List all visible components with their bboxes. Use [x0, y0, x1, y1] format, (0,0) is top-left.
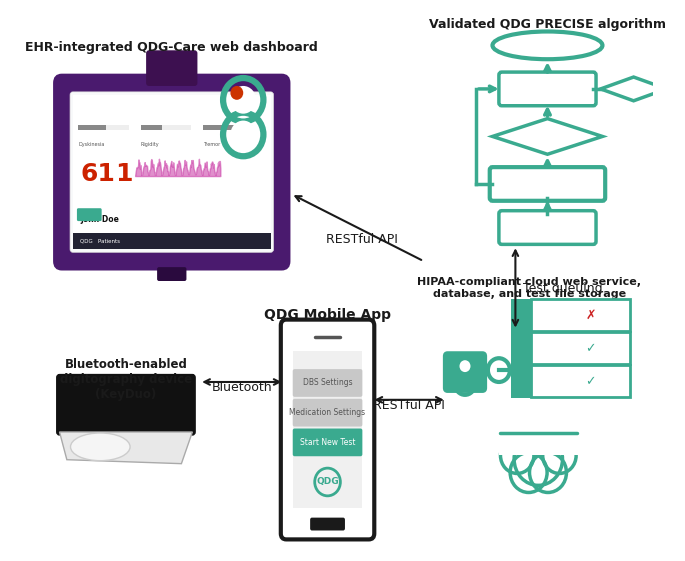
Text: QDG Mobile App: QDG Mobile App: [264, 308, 391, 321]
Text: QDG   Patients: QDG Patients: [80, 239, 120, 244]
Bar: [531, 332, 630, 364]
FancyBboxPatch shape: [310, 518, 345, 531]
Text: EHR-integrated QDG-Care web dashboard: EHR-integrated QDG-Care web dashboard: [25, 42, 318, 54]
Text: John Doe: John Doe: [80, 215, 119, 224]
Text: DBS Settings: DBS Settings: [303, 379, 352, 388]
Polygon shape: [493, 118, 602, 154]
FancyBboxPatch shape: [146, 50, 197, 86]
Text: 26/26: 26/26: [82, 203, 97, 207]
Circle shape: [230, 121, 256, 148]
Bar: [531, 299, 630, 331]
Bar: [531, 365, 630, 397]
FancyBboxPatch shape: [157, 267, 186, 281]
Text: Test queuing: Test queuing: [523, 282, 602, 296]
Text: RESTful API: RESTful API: [373, 399, 445, 412]
Text: 1: 1: [115, 162, 132, 186]
Text: Bluetooth: Bluetooth: [212, 381, 272, 394]
Polygon shape: [601, 77, 667, 101]
Ellipse shape: [493, 31, 602, 59]
FancyBboxPatch shape: [57, 375, 195, 435]
FancyBboxPatch shape: [281, 320, 374, 540]
FancyBboxPatch shape: [499, 211, 596, 245]
Text: 61: 61: [80, 162, 115, 186]
Circle shape: [230, 86, 256, 114]
Circle shape: [501, 438, 534, 473]
Polygon shape: [60, 432, 192, 464]
Bar: [78, 125, 106, 130]
Text: Medication Settings: Medication Settings: [290, 408, 366, 417]
Circle shape: [543, 438, 576, 473]
Text: HIPAA-compliant cloud web service,
database, and test file storage: HIPAA-compliant cloud web service, datab…: [417, 277, 641, 298]
Bar: [203, 125, 247, 130]
Bar: [140, 125, 191, 130]
Circle shape: [230, 86, 243, 100]
Bar: [140, 125, 162, 130]
Circle shape: [460, 360, 471, 372]
Bar: [511, 299, 531, 398]
Circle shape: [510, 453, 547, 493]
FancyBboxPatch shape: [490, 167, 605, 201]
Text: Start New Test: Start New Test: [300, 438, 356, 447]
Circle shape: [514, 433, 562, 485]
Text: Validated QDG PRECISE algorithm: Validated QDG PRECISE algorithm: [429, 17, 666, 31]
FancyBboxPatch shape: [292, 429, 362, 456]
Bar: [292, 351, 362, 508]
FancyBboxPatch shape: [444, 352, 486, 392]
Bar: [203, 125, 253, 130]
Circle shape: [530, 453, 566, 493]
Text: Tremor: Tremor: [203, 142, 220, 147]
FancyBboxPatch shape: [292, 399, 362, 426]
Text: Rigidity: Rigidity: [140, 142, 159, 147]
Text: QDG: QDG: [316, 477, 339, 486]
FancyBboxPatch shape: [292, 369, 362, 397]
FancyBboxPatch shape: [77, 208, 101, 221]
FancyBboxPatch shape: [70, 92, 273, 252]
Bar: [499, 429, 578, 456]
Bar: [73, 233, 271, 249]
Text: ✓: ✓: [585, 375, 595, 388]
FancyBboxPatch shape: [55, 75, 289, 269]
Bar: [78, 125, 129, 130]
Bar: [73, 95, 271, 233]
FancyBboxPatch shape: [499, 72, 596, 105]
Ellipse shape: [71, 433, 130, 461]
Text: ✓: ✓: [585, 342, 595, 355]
Text: Dyskinesia: Dyskinesia: [78, 142, 105, 147]
Text: ✗: ✗: [585, 309, 595, 322]
Text: RESTful API: RESTful API: [327, 233, 398, 246]
Text: Bluetooth-enabled
digitography device
(KeyDuo): Bluetooth-enabled digitography device (K…: [60, 358, 192, 401]
